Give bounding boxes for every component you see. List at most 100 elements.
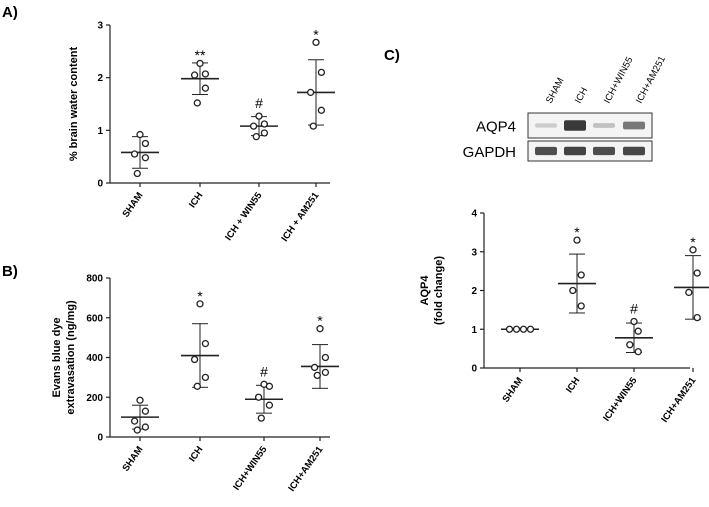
chart-brain-water-content: 0 1 2 3 % brain water content SHAM ICH ICH + WI… — [68, 21, 335, 244]
data-point — [321, 368, 330, 377]
x-category-label: ICH+AM251 — [659, 375, 699, 425]
blot-band — [593, 146, 615, 156]
y-tick-label: 1 — [471, 325, 477, 336]
data-point — [190, 71, 199, 79]
data-point — [512, 325, 521, 333]
data-point — [317, 106, 326, 114]
significance-marker: # — [260, 363, 268, 379]
data-point — [577, 271, 585, 279]
data-point — [196, 300, 204, 308]
chart-evans-blue-extravasation: 0 200 400 600 800 Evans blue dye extravasation… — [51, 274, 339, 494]
data-point — [130, 150, 139, 158]
data-point — [130, 417, 139, 425]
blot-band — [535, 146, 557, 156]
significance-marker: * — [317, 313, 323, 329]
y-tick-label: 0 — [471, 364, 477, 375]
y-tick-label: 0 — [97, 179, 103, 190]
data-point — [265, 401, 274, 409]
y-tick-label: 800 — [86, 274, 103, 285]
x-category-label: SHAM — [500, 375, 525, 404]
y-tick-label: 400 — [86, 353, 103, 364]
significance-marker: * — [574, 224, 580, 240]
data-point — [265, 382, 274, 390]
data-point — [255, 112, 263, 120]
blot-band — [535, 123, 557, 128]
data-point — [136, 130, 144, 139]
data-point — [260, 129, 269, 137]
x-category-label: ICH+WIN55 — [231, 444, 270, 493]
blot-band — [623, 121, 645, 130]
data-point — [306, 88, 315, 97]
panel-label-a: A) — [2, 4, 18, 21]
y-axis-label: AQP4 — [419, 275, 431, 306]
blot-row-label: GAPDH — [463, 144, 516, 161]
blot-band — [623, 146, 645, 156]
x-category-label: ICH — [187, 444, 205, 464]
significance-marker: * — [313, 26, 319, 42]
data-point — [201, 70, 210, 78]
blot-lane-label: SHAM — [544, 76, 567, 105]
blot-lane-label: ICH+AM251 — [634, 54, 668, 105]
data-point — [310, 363, 319, 372]
data-point — [313, 371, 321, 380]
data-point — [626, 341, 634, 349]
y-tick-label: 3 — [471, 247, 477, 258]
significance-marker: * — [197, 288, 203, 304]
data-point — [254, 393, 263, 401]
data-point — [577, 302, 585, 310]
data-point — [193, 99, 201, 107]
data-point — [693, 313, 701, 322]
blot-row-label: AQP4 — [476, 119, 516, 136]
data-point — [141, 154, 150, 162]
y-tick-label: 0 — [97, 433, 103, 444]
data-point — [693, 269, 701, 277]
data-point — [141, 407, 150, 415]
y-tick-label: 2 — [471, 286, 477, 297]
y-tick-label: 2 — [97, 73, 103, 84]
x-category-label: SHAM — [120, 444, 145, 473]
data-point — [505, 325, 514, 333]
data-point — [136, 396, 144, 404]
x-category-label: ICH + WIN55 — [223, 190, 265, 243]
y-axis-label: (fold change) — [433, 256, 445, 325]
significance-marker: ** — [195, 47, 206, 63]
x-category-label: ICH + AM251 — [279, 190, 321, 244]
data-point — [312, 38, 320, 47]
y-axis-label: % brain water content — [68, 47, 80, 162]
data-point — [316, 325, 324, 333]
data-point — [689, 246, 697, 254]
data-point — [133, 169, 141, 178]
y-axis-label: Evans blue dye — [51, 317, 63, 397]
blot-band — [564, 146, 586, 156]
blot-lane-label: ICH — [573, 86, 590, 106]
data-point — [634, 348, 642, 356]
data-point — [257, 414, 265, 422]
x-category-label: ICH+AM251 — [286, 444, 326, 494]
data-point — [190, 355, 199, 364]
data-point — [252, 133, 260, 141]
significance-marker: # — [255, 95, 263, 111]
data-point — [196, 59, 204, 68]
y-tick-label: 200 — [86, 393, 103, 404]
significance-marker: # — [630, 301, 638, 317]
data-point — [519, 325, 528, 333]
blot-band — [593, 123, 615, 128]
x-category-label: ICH — [187, 190, 205, 210]
data-point — [260, 120, 269, 128]
blot-lane-label: ICH+WIN55 — [602, 55, 636, 105]
data-point — [201, 84, 210, 92]
data-point — [309, 122, 317, 130]
data-point — [249, 122, 258, 130]
blot-strip — [527, 140, 653, 162]
panel-label-c: C) — [384, 47, 400, 64]
data-point — [201, 373, 210, 382]
data-point — [133, 426, 141, 434]
x-category-label: ICH — [564, 375, 582, 395]
data-point — [685, 288, 693, 297]
y-tick-label: 1 — [97, 126, 103, 137]
data-point — [573, 236, 581, 244]
y-tick-label: 4 — [471, 209, 477, 220]
